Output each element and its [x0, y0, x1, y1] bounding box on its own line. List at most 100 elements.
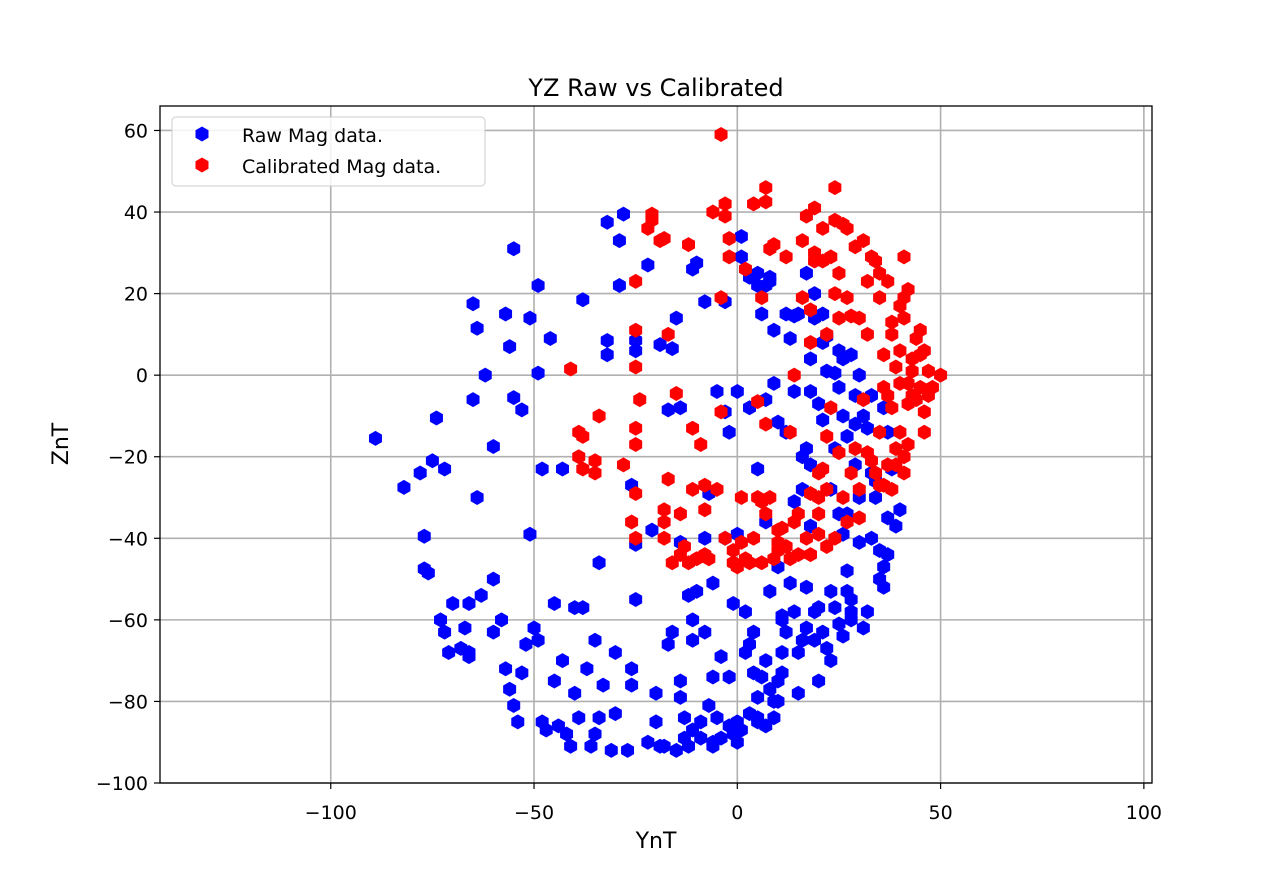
- raw-data-point: [698, 624, 712, 640]
- calibrated-data-point: [812, 506, 826, 522]
- calibrated-data-point: [791, 506, 805, 522]
- raw-data-point: [413, 465, 427, 481]
- raw-data-point: [860, 420, 874, 436]
- x-tick-label: 0: [731, 802, 743, 824]
- raw-data-point: [592, 555, 606, 571]
- raw-data-point: [641, 257, 655, 273]
- raw-data-point: [787, 604, 801, 620]
- raw-data-point: [499, 661, 513, 677]
- raw-data-point: [824, 583, 838, 599]
- calibrated-data-point: [629, 420, 643, 436]
- raw-data-point: [702, 698, 716, 714]
- raw-data-point: [816, 624, 830, 640]
- raw-data-point: [743, 636, 756, 652]
- calibrated-data-point: [844, 465, 858, 481]
- raw-data-point: [653, 337, 667, 353]
- raw-data-point: [425, 453, 439, 469]
- raw-data-point: [698, 530, 712, 546]
- raw-data-point: [600, 214, 614, 230]
- raw-data-point: [568, 685, 582, 701]
- calibrated-data-point: [897, 310, 911, 326]
- calibrated-data-point: [897, 249, 911, 265]
- calibrated-data-point: [795, 233, 809, 249]
- y-tick-label: −20: [108, 447, 148, 469]
- raw-data-point: [856, 620, 870, 636]
- calibrated-data-point: [722, 231, 736, 247]
- raw-data-point: [649, 714, 663, 730]
- calibrated-data-point: [869, 253, 883, 269]
- raw-data-point: [673, 689, 687, 705]
- raw-data-point: [564, 738, 578, 754]
- raw-data-point: [852, 534, 866, 550]
- raw-data-point: [629, 343, 643, 359]
- calibrated-data-point: [718, 196, 732, 212]
- raw-data-point: [495, 612, 508, 628]
- calibrated-data-point: [840, 290, 854, 306]
- raw-data-point: [511, 714, 525, 730]
- calibrated-data-point: [710, 481, 724, 497]
- raw-data-point: [641, 734, 655, 750]
- raw-data-point: [734, 722, 748, 738]
- raw-data-point: [616, 206, 630, 222]
- calibrated-data-point: [629, 530, 643, 546]
- raw-data-point: [791, 644, 805, 660]
- raw-data-point: [710, 383, 724, 399]
- raw-data-point: [706, 669, 720, 685]
- raw-data-point: [515, 402, 529, 418]
- raw-data-point: [686, 612, 700, 628]
- calibrated-data-point: [738, 261, 752, 277]
- raw-data-point: [673, 400, 687, 416]
- raw-data-point: [706, 575, 720, 591]
- raw-data-point: [429, 410, 443, 426]
- raw-data-point: [556, 461, 569, 477]
- raw-data-point: [840, 428, 854, 444]
- calibrated-data-point: [852, 310, 866, 326]
- calibrated-data-point: [864, 453, 878, 469]
- axis-ticks: −100 −50 0 50 100 −100 −80 −60 −40 −20 0 20 40 60: [96, 120, 1162, 824]
- raw-data-point: [856, 408, 870, 424]
- calibrated-data-point: [755, 290, 769, 306]
- calibrated-data-point: [677, 538, 691, 554]
- raw-data-point: [889, 518, 903, 534]
- x-tick-label: 50: [928, 802, 952, 824]
- calibrated-data-point: [804, 547, 817, 563]
- calibrated-data-point: [588, 465, 602, 481]
- calibrated-data-point: [840, 514, 854, 530]
- raw-data-point: [547, 596, 561, 612]
- raw-data-point: [893, 502, 907, 518]
- raw-data-point: [665, 341, 679, 357]
- legend-box: [171, 116, 486, 187]
- raw-data-point: [677, 710, 691, 726]
- raw-data-point: [779, 624, 793, 640]
- calibrated-data-point: [852, 481, 866, 497]
- raw-data-point: [527, 620, 541, 636]
- calibrated-data-point: [588, 453, 602, 469]
- raw-data-point: [625, 661, 639, 677]
- raw-data-point: [775, 608, 789, 624]
- calibrated-data-point: [832, 265, 846, 281]
- x-tick-label: −50: [514, 802, 554, 824]
- raw-data-point: [832, 379, 846, 395]
- raw-data-point: [799, 620, 813, 636]
- y-tick-label: 40: [124, 202, 148, 224]
- calibrated-data-point: [873, 290, 887, 306]
- raw-data-point: [694, 714, 708, 730]
- calibrated-data-point: [917, 404, 931, 420]
- calibrated-data-point: [722, 249, 736, 265]
- calibrated-data-point: [893, 424, 907, 440]
- calibrated-data-point: [812, 526, 826, 542]
- raw-data-point: [649, 685, 663, 701]
- calibrated-data-point: [828, 286, 842, 302]
- y-tick-label: 20: [124, 284, 148, 306]
- raw-data-point: [824, 653, 838, 669]
- calibrated-data-point: [897, 449, 911, 465]
- raw-data-point: [507, 698, 521, 714]
- raw-data-point: [572, 710, 586, 726]
- raw-data-point: [531, 365, 545, 381]
- raw-data-point: [881, 547, 895, 563]
- raw-data-point: [547, 673, 561, 689]
- calibrated-data-point: [645, 206, 659, 222]
- raw-data-point: [690, 255, 704, 271]
- calibrated-data-point: [893, 343, 907, 359]
